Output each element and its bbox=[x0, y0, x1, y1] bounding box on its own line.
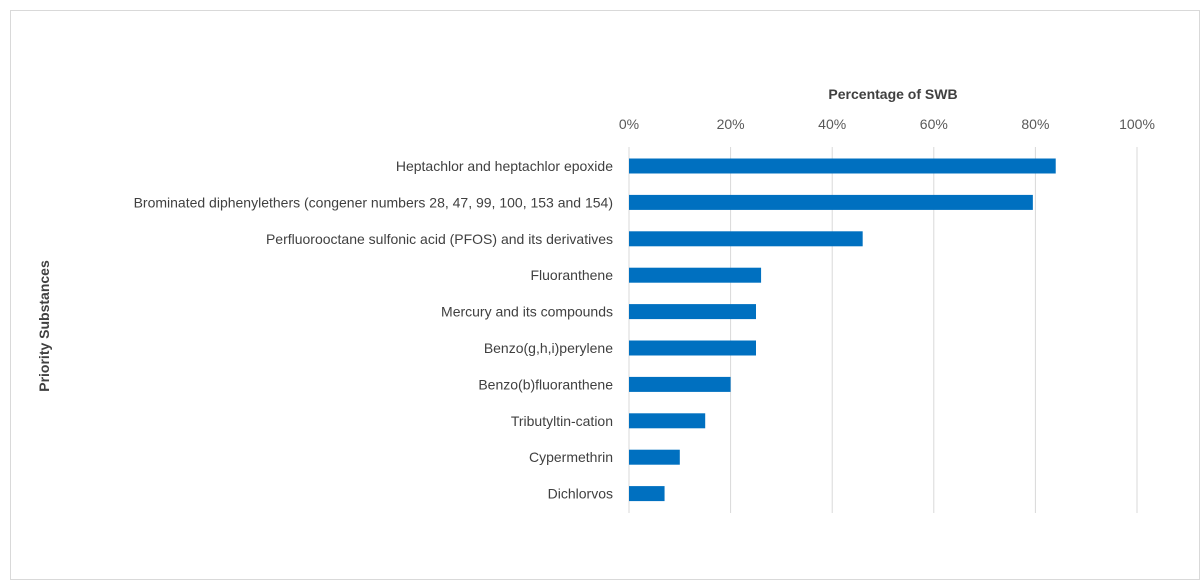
chart-frame bbox=[10, 10, 1200, 580]
x-tick-label: 60% bbox=[920, 116, 948, 132]
x-tick-label: 40% bbox=[818, 116, 846, 132]
x-tick-label: 80% bbox=[1021, 116, 1049, 132]
bar bbox=[629, 267, 762, 283]
x-axis-title: Percentage of SWB bbox=[828, 86, 957, 102]
category-label: Benzo(g,h,i)perylene bbox=[484, 340, 613, 356]
bars bbox=[629, 158, 1056, 502]
bar bbox=[629, 376, 731, 392]
x-axis-ticks: 0% 20% 40% 60% 80% 100% bbox=[619, 116, 1155, 132]
bar bbox=[629, 340, 756, 356]
category-labels: Heptachlor and heptachlor epoxide Bromina… bbox=[134, 158, 614, 502]
bar bbox=[629, 231, 863, 247]
category-label: Dichlorvos bbox=[548, 486, 613, 502]
bar bbox=[629, 486, 665, 502]
x-tick-label: 20% bbox=[717, 116, 745, 132]
y-axis-title: Priority Substances bbox=[36, 260, 52, 392]
category-label: Cypermethrin bbox=[529, 449, 613, 465]
bar bbox=[629, 449, 680, 465]
category-label: Tributyltin-cation bbox=[511, 413, 613, 429]
x-tick-label: 0% bbox=[619, 116, 639, 132]
category-label: Fluoranthene bbox=[530, 267, 613, 283]
category-label: Heptachlor and heptachlor epoxide bbox=[396, 158, 613, 174]
category-label: Mercury and its compounds bbox=[441, 304, 613, 320]
bar bbox=[629, 158, 1056, 174]
category-label: Perfluorooctane sulfonic acid (PFOS) and… bbox=[266, 231, 613, 247]
x-tick-label: 100% bbox=[1119, 116, 1155, 132]
category-label: Brominated diphenylethers (congener numb… bbox=[134, 194, 613, 210]
bar bbox=[629, 413, 706, 429]
bar bbox=[629, 194, 1033, 210]
category-label: Benzo(b)fluoranthene bbox=[478, 376, 613, 392]
bar bbox=[629, 304, 756, 320]
